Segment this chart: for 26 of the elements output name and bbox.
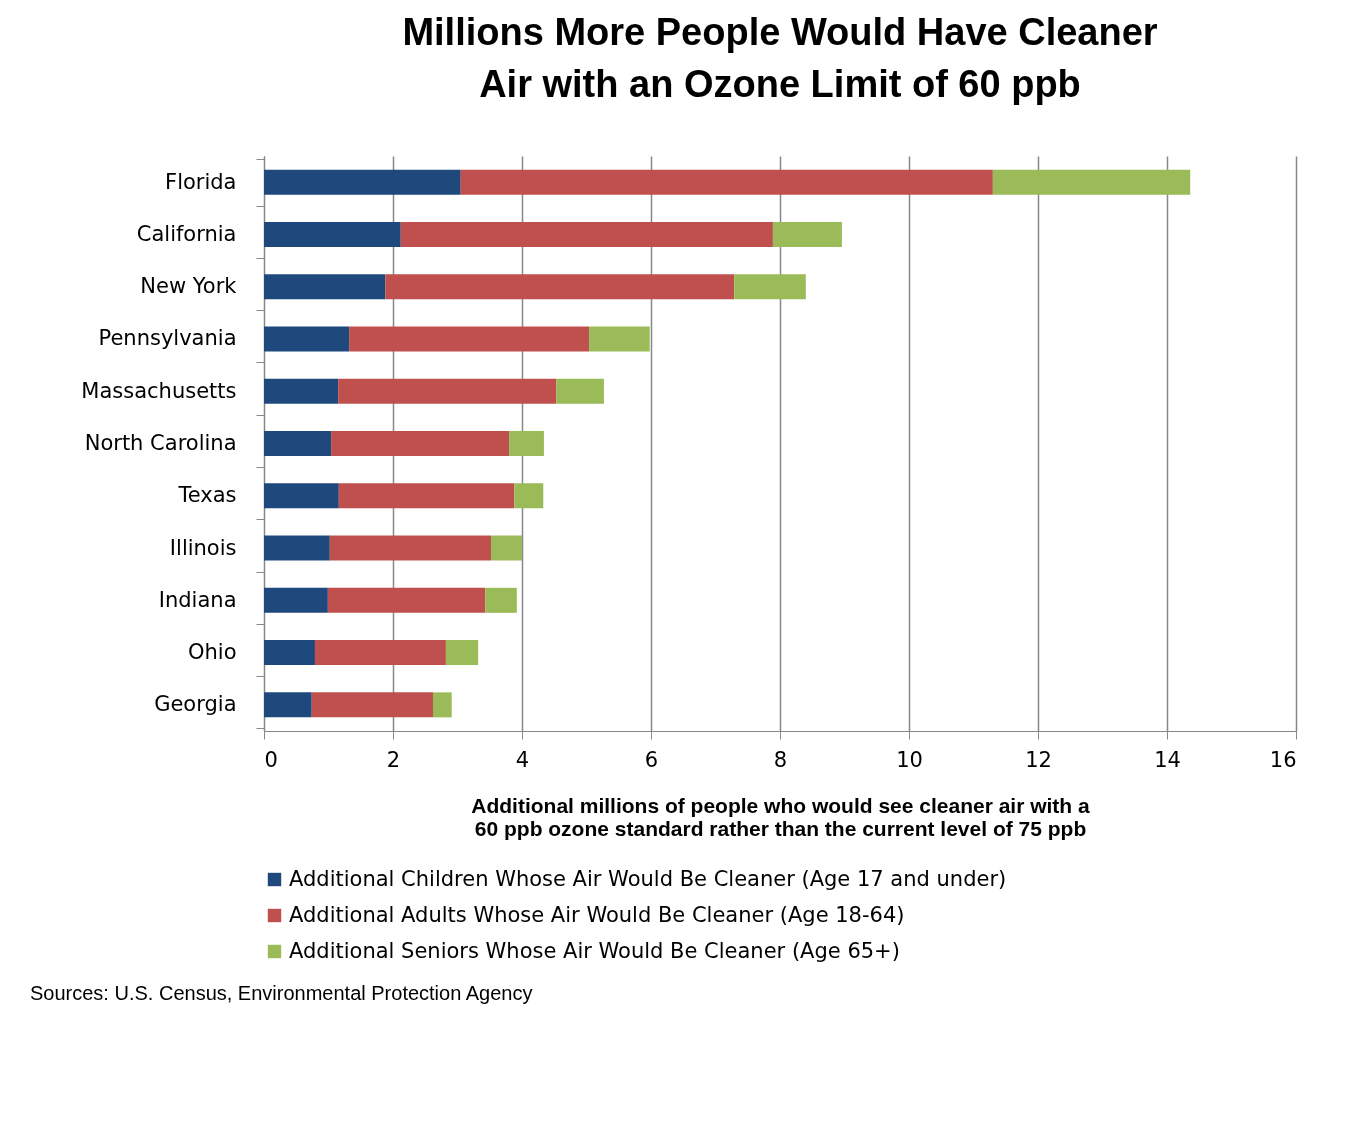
y-tick-label: Massachusetts bbox=[81, 378, 237, 403]
x-tick-label: 16 bbox=[1269, 747, 1297, 772]
x-tick-label: 10 bbox=[896, 747, 923, 772]
x-tick-label: 8 bbox=[773, 747, 788, 772]
chart-title: Millions More People Would Have Cleaner Air with an Ozone Limit of 60 ppb bbox=[402, 11, 1158, 105]
y-tick-label: New York bbox=[140, 274, 238, 299]
x-tick-label: 0 bbox=[264, 747, 278, 772]
legend-label: Additional Children Whose Air Would Be Cleaner (Age 17 and under) bbox=[289, 866, 1007, 891]
x-tick-label: 14 bbox=[1154, 747, 1181, 772]
x-axis-title: Additional millions of people who would see cleaner air with a 60 ppb ozone standard rather than the current level of 75 ppb bbox=[471, 793, 1091, 840]
y-tick-label: Florida bbox=[165, 169, 237, 194]
legend-label: Additional Adults Whose Air Would Be Cleaner (Age 18-64) bbox=[289, 902, 905, 927]
y-tick-label: Texas bbox=[177, 483, 237, 508]
y-tick-label: California bbox=[136, 221, 237, 246]
y-tick-label: Illinois bbox=[169, 535, 237, 560]
x-tick-label: 12 bbox=[1025, 747, 1052, 772]
legend-label: Additional Seniors Whose Air Would Be Cleaner (Age 65+) bbox=[289, 938, 900, 963]
source-note: Sources: U.S. Census, Environmental Protection Agency bbox=[30, 982, 534, 1005]
x-tick-label: 2 bbox=[386, 747, 401, 772]
x-tick-label: 4 bbox=[515, 747, 530, 772]
y-tick-label: Georgia bbox=[154, 692, 237, 717]
y-tick-label: Pennsylvania bbox=[98, 326, 237, 351]
y-tick-label: Indiana bbox=[158, 587, 237, 612]
y-tick-label: North Carolina bbox=[84, 431, 237, 455]
y-tick-label: Ohio bbox=[187, 640, 237, 665]
x-tick-label: 6 bbox=[644, 747, 659, 772]
